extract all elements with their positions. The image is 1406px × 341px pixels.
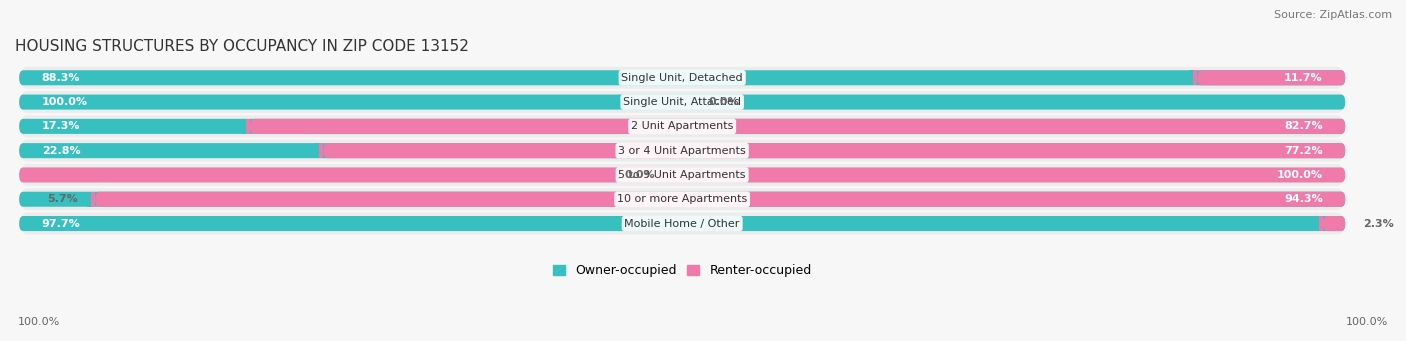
Legend: Owner-occupied, Renter-occupied: Owner-occupied, Renter-occupied bbox=[553, 264, 811, 278]
FancyBboxPatch shape bbox=[319, 143, 323, 158]
FancyBboxPatch shape bbox=[20, 192, 1346, 207]
Text: 22.8%: 22.8% bbox=[42, 146, 80, 155]
FancyBboxPatch shape bbox=[20, 167, 1346, 182]
Text: 82.7%: 82.7% bbox=[1284, 121, 1323, 131]
FancyBboxPatch shape bbox=[20, 119, 1346, 134]
Text: 100.0%: 100.0% bbox=[18, 317, 60, 327]
Text: 97.7%: 97.7% bbox=[42, 219, 80, 228]
Text: 88.3%: 88.3% bbox=[42, 73, 80, 83]
Text: 0.0%: 0.0% bbox=[624, 170, 655, 180]
FancyBboxPatch shape bbox=[20, 94, 1346, 109]
Text: Source: ZipAtlas.com: Source: ZipAtlas.com bbox=[1274, 10, 1392, 20]
Text: 5.7%: 5.7% bbox=[46, 194, 77, 204]
Text: 2.3%: 2.3% bbox=[1362, 219, 1393, 228]
Text: 17.3%: 17.3% bbox=[42, 121, 80, 131]
FancyBboxPatch shape bbox=[21, 115, 1343, 137]
Text: Single Unit, Attached: Single Unit, Attached bbox=[623, 97, 741, 107]
Text: 10 or more Apartments: 10 or more Apartments bbox=[617, 194, 748, 204]
Text: Single Unit, Detached: Single Unit, Detached bbox=[621, 73, 742, 83]
FancyBboxPatch shape bbox=[242, 119, 246, 134]
Text: 100.0%: 100.0% bbox=[42, 97, 87, 107]
FancyBboxPatch shape bbox=[1319, 216, 1323, 231]
FancyBboxPatch shape bbox=[91, 192, 96, 207]
Text: 100.0%: 100.0% bbox=[1277, 170, 1323, 180]
FancyBboxPatch shape bbox=[20, 143, 1346, 158]
FancyBboxPatch shape bbox=[250, 119, 1346, 134]
Text: 0.0%: 0.0% bbox=[709, 97, 740, 107]
Text: 5 to 9 Unit Apartments: 5 to 9 Unit Apartments bbox=[619, 170, 747, 180]
FancyBboxPatch shape bbox=[1323, 216, 1346, 231]
Text: Mobile Home / Other: Mobile Home / Other bbox=[624, 219, 740, 228]
FancyBboxPatch shape bbox=[1198, 70, 1346, 85]
FancyBboxPatch shape bbox=[1315, 216, 1319, 231]
FancyBboxPatch shape bbox=[1189, 70, 1194, 85]
FancyBboxPatch shape bbox=[315, 143, 319, 158]
Text: 94.3%: 94.3% bbox=[1284, 194, 1323, 204]
FancyBboxPatch shape bbox=[96, 192, 1346, 207]
Text: 2 Unit Apartments: 2 Unit Apartments bbox=[631, 121, 734, 131]
Text: 11.7%: 11.7% bbox=[1284, 73, 1323, 83]
FancyBboxPatch shape bbox=[87, 192, 91, 207]
FancyBboxPatch shape bbox=[20, 70, 1346, 85]
FancyBboxPatch shape bbox=[21, 164, 1343, 186]
Text: 100.0%: 100.0% bbox=[1346, 317, 1388, 327]
FancyBboxPatch shape bbox=[21, 212, 1343, 235]
FancyBboxPatch shape bbox=[246, 119, 250, 134]
FancyBboxPatch shape bbox=[20, 216, 1346, 231]
FancyBboxPatch shape bbox=[21, 188, 1343, 210]
FancyBboxPatch shape bbox=[323, 143, 1346, 158]
FancyBboxPatch shape bbox=[21, 91, 1343, 113]
Text: 3 or 4 Unit Apartments: 3 or 4 Unit Apartments bbox=[619, 146, 747, 155]
FancyBboxPatch shape bbox=[21, 67, 1343, 89]
FancyBboxPatch shape bbox=[1194, 70, 1198, 85]
FancyBboxPatch shape bbox=[21, 140, 1343, 162]
Text: HOUSING STRUCTURES BY OCCUPANCY IN ZIP CODE 13152: HOUSING STRUCTURES BY OCCUPANCY IN ZIP C… bbox=[15, 39, 468, 54]
Text: 77.2%: 77.2% bbox=[1284, 146, 1323, 155]
